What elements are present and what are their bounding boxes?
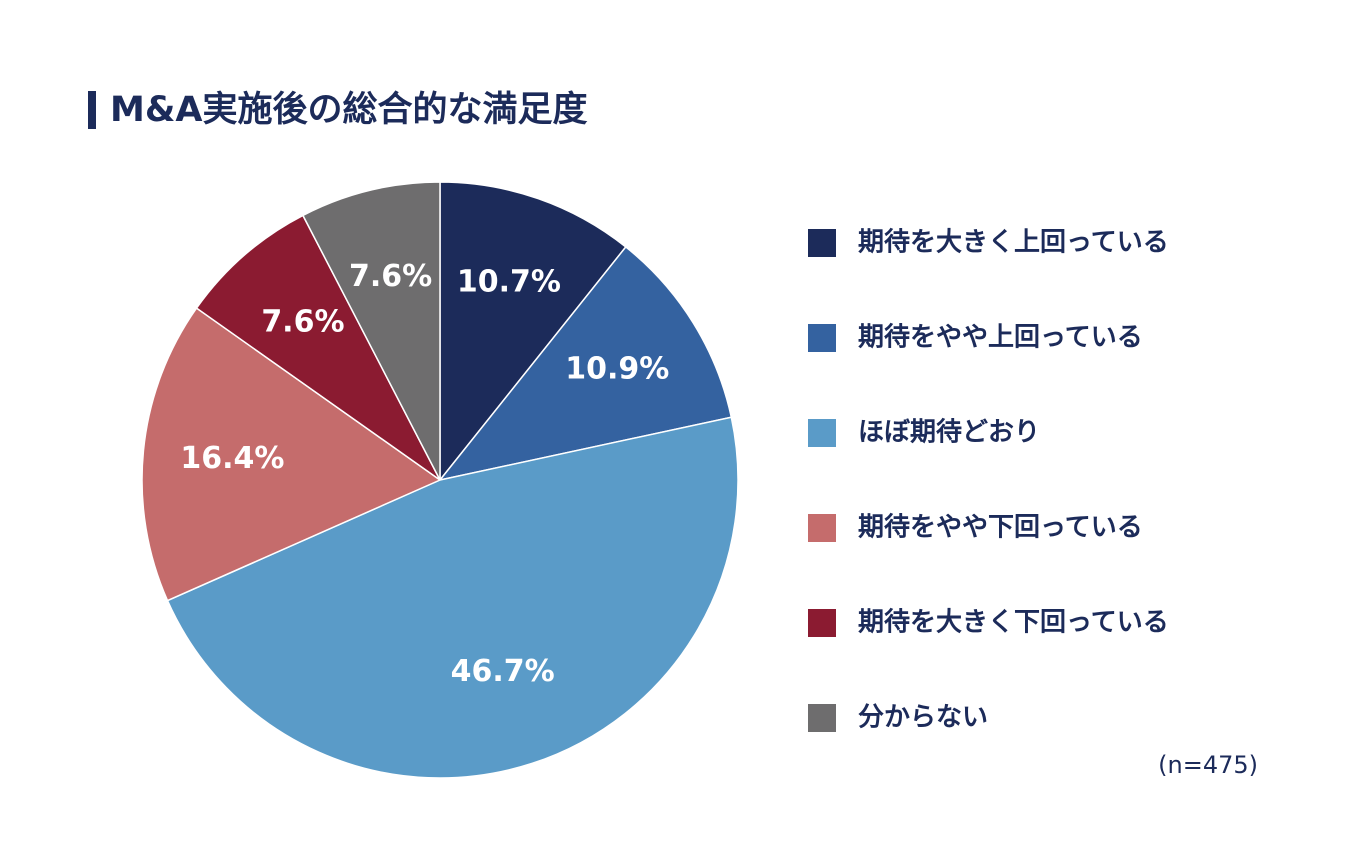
legend-label: 期待をやや下回っている	[858, 513, 1143, 543]
title-bar	[88, 91, 96, 129]
legend-swatch	[808, 324, 836, 352]
data-label: 7.6%	[261, 304, 344, 339]
data-label: 46.7%	[451, 654, 555, 689]
pie-slice	[439, 181, 627, 483]
legend-label: 期待を大きく下回っている	[858, 608, 1169, 638]
data-label: 10.9%	[565, 352, 669, 387]
chart-title: M&A実施後の総合的な満足度	[110, 90, 587, 130]
legend-swatch	[808, 609, 836, 637]
data-label: 16.4%	[180, 441, 284, 476]
legend-label: 期待を大きく上回っている	[858, 228, 1169, 258]
legend-label: ほぼ期待どおり	[858, 418, 1040, 448]
annotation: (n=475)	[1158, 751, 1258, 779]
legend-swatch	[808, 229, 836, 257]
legend-label: 期待をやや上回っている	[858, 323, 1143, 353]
pie-slice	[301, 181, 441, 481]
legend-label: 分からない	[858, 703, 988, 733]
pie-slice	[166, 416, 739, 779]
pie-slice	[195, 214, 441, 481]
legend-swatch	[808, 514, 836, 542]
legend-swatch	[808, 704, 836, 732]
data-label: 10.7%	[457, 265, 561, 300]
pie-slice	[141, 307, 442, 602]
legend-swatch	[808, 419, 836, 447]
data-label: 7.6%	[349, 259, 432, 294]
pie-slice	[438, 245, 733, 482]
